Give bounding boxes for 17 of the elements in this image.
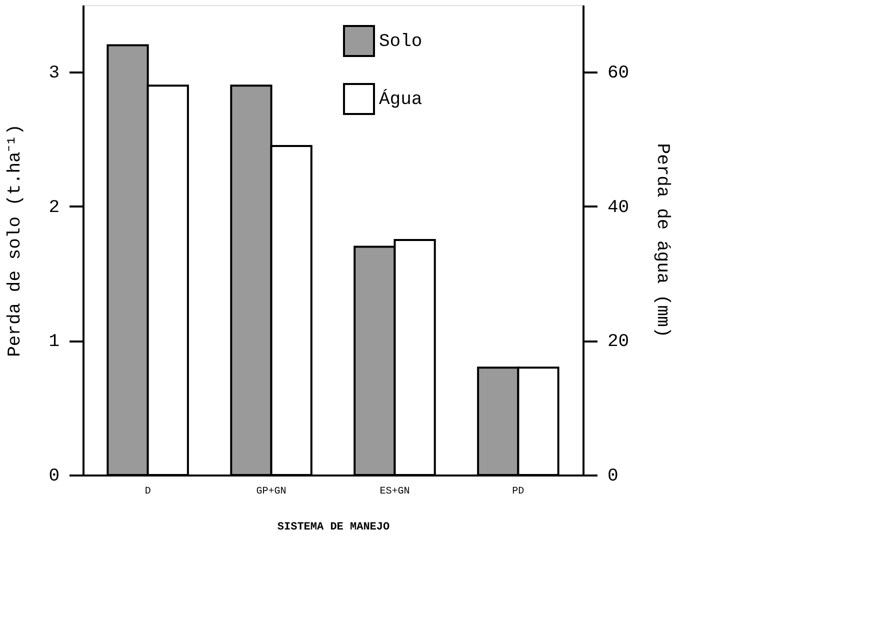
y2-tick-label: 0	[608, 466, 618, 486]
y-axis-title: Perda de solo (t.ha⁻¹)	[6, 124, 26, 357]
y-tick-label: 1	[48, 332, 60, 352]
legend-label: Água	[379, 89, 422, 110]
y-tick-label: 0	[48, 466, 60, 486]
x-tick-label: D	[144, 486, 151, 498]
x-tick-label: PD	[512, 486, 524, 498]
y-tick-label: 3	[48, 64, 60, 84]
y2-axis-title: Perda de água (mm)	[652, 143, 672, 338]
x-axis-title: SISTEMA DE MANEJO	[277, 522, 390, 534]
x-tick-label: ES+GN	[380, 486, 410, 498]
legend-label: Solo	[379, 32, 422, 52]
y2-tick-label: 20	[608, 332, 630, 352]
y2-tick-label: 60	[608, 64, 630, 84]
x-tick-label: GP+GN	[256, 486, 286, 498]
y2-tick-label: 40	[608, 198, 630, 218]
y-tick-label: 2	[48, 198, 60, 218]
